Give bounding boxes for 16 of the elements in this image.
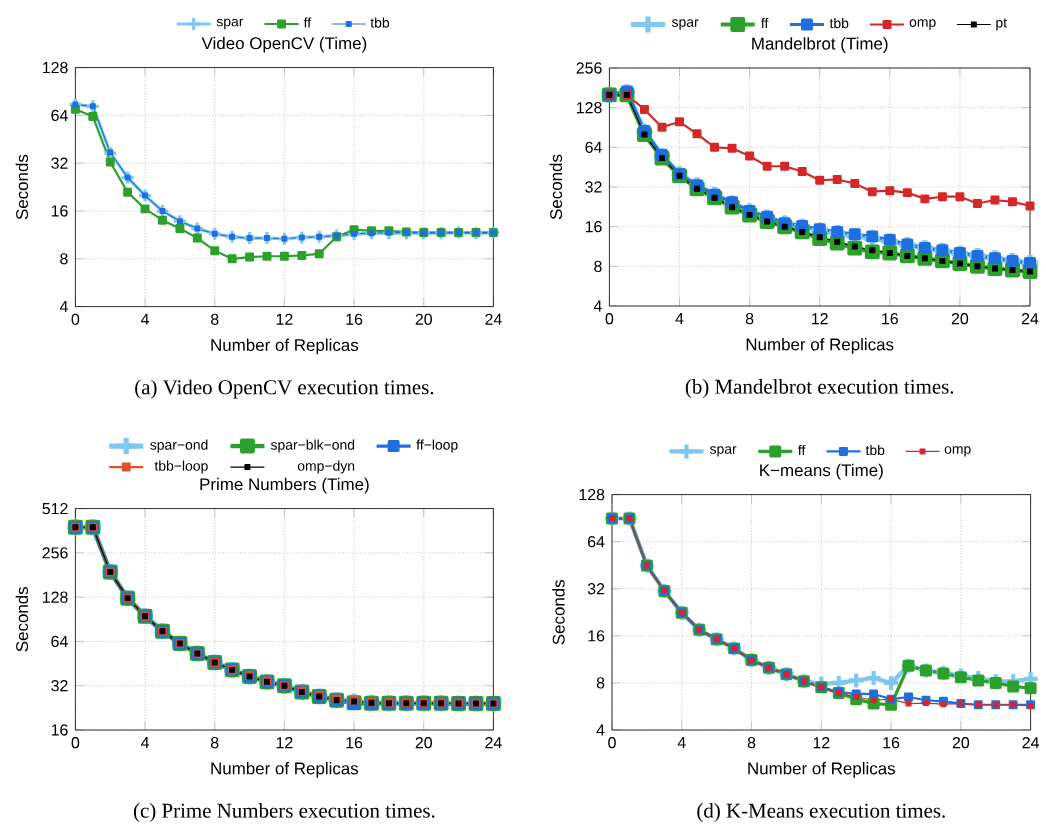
y-axis-title: Seconds [549,154,563,220]
chart-title: Prime Numbers (Time) [200,477,369,494]
text: (c) Prime Numbers execution times. [133,803,435,822]
chart-title: Mandelbrot (Time) [752,37,888,53]
y-axis-title: Seconds [15,154,29,220]
x-axis-title: Number of Replicas [211,338,359,355]
x-axis-title: Number of Replicas [746,337,894,354]
text: (b) Mandelbrot execution times. [685,379,954,398]
chart-title: Video OpenCV (Time) [201,36,367,53]
y-axis-title: Seconds [15,586,29,652]
text: (a) Video OpenCV execution times. [135,379,434,399]
chart-title: K−means (Time) [760,463,883,480]
y-axis-title: Seconds [552,579,565,645]
text: (d) K-Means execution times. [697,803,945,822]
x-axis-title: Number of Replicas [748,761,896,778]
x-axis-title: Number of Replicas [211,761,359,778]
